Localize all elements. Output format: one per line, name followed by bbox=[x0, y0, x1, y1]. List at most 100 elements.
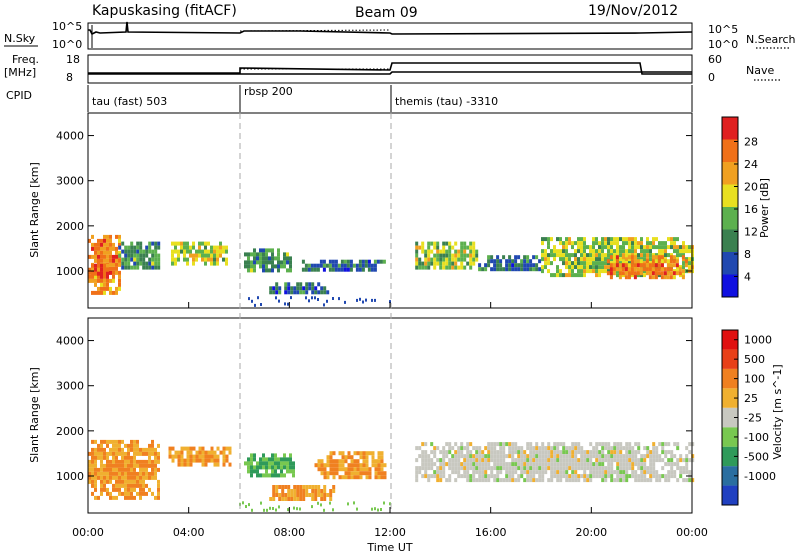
data-cell bbox=[454, 442, 458, 447]
data-cell bbox=[523, 462, 527, 467]
data-cell bbox=[148, 443, 151, 448]
data-cell bbox=[136, 241, 140, 246]
data-cell bbox=[136, 443, 139, 448]
data-cell bbox=[115, 234, 118, 239]
data-cell bbox=[136, 253, 140, 258]
data-cell bbox=[556, 450, 560, 455]
data-cell bbox=[118, 253, 122, 258]
data-cell bbox=[657, 271, 661, 276]
data-cell bbox=[469, 462, 473, 467]
data-cell bbox=[457, 265, 461, 270]
data-cell bbox=[127, 443, 130, 448]
data-cell bbox=[654, 267, 658, 272]
data-cell bbox=[637, 462, 641, 467]
data-cell bbox=[124, 253, 128, 258]
data-cell bbox=[284, 497, 288, 501]
data-cell bbox=[505, 454, 509, 459]
data-cell bbox=[651, 255, 655, 260]
data-cell bbox=[583, 458, 587, 463]
data-cell bbox=[481, 267, 485, 272]
data-cell bbox=[442, 253, 446, 258]
data-cell bbox=[667, 470, 671, 475]
data-cell bbox=[314, 493, 318, 497]
data-cell bbox=[106, 271, 109, 276]
data-cell bbox=[622, 454, 626, 459]
data-cell bbox=[332, 467, 336, 472]
data-cell bbox=[204, 241, 207, 246]
data-cell bbox=[427, 458, 431, 463]
data-cell bbox=[628, 454, 632, 459]
data-cell bbox=[562, 462, 566, 467]
data-cell bbox=[606, 259, 610, 264]
data-cell bbox=[679, 458, 683, 463]
data-cell bbox=[424, 257, 428, 262]
data-cell bbox=[469, 245, 473, 250]
data-cell bbox=[259, 457, 262, 462]
data-cell bbox=[380, 463, 384, 468]
nsky-trace bbox=[88, 21, 693, 36]
data-cell bbox=[571, 265, 574, 270]
data-cell bbox=[207, 454, 211, 459]
data-cell bbox=[97, 274, 100, 279]
data-cell bbox=[304, 263, 308, 268]
data-cell bbox=[499, 478, 503, 483]
data-cell bbox=[484, 267, 488, 272]
data-cell bbox=[637, 478, 641, 483]
data-cell bbox=[142, 257, 146, 262]
data-cell bbox=[649, 458, 653, 463]
data-cell bbox=[651, 259, 655, 264]
data-cell bbox=[469, 458, 473, 463]
data-cell bbox=[556, 269, 559, 274]
data-cell bbox=[115, 266, 118, 271]
data-cell bbox=[649, 261, 652, 266]
data-cell bbox=[94, 475, 97, 480]
data-cell bbox=[371, 507, 373, 511]
data-cell bbox=[616, 478, 620, 483]
data-cell bbox=[454, 249, 458, 254]
data-cell bbox=[371, 451, 375, 456]
data-cell bbox=[130, 459, 133, 464]
data-cell bbox=[583, 478, 587, 483]
data-cell bbox=[256, 465, 259, 470]
data-cell bbox=[154, 265, 158, 270]
data-cell bbox=[304, 267, 308, 272]
data-cell bbox=[514, 478, 518, 483]
data-cell bbox=[365, 475, 369, 480]
data-cell bbox=[580, 462, 584, 467]
data-cell bbox=[649, 241, 652, 246]
data-cell bbox=[244, 252, 247, 257]
data-cell bbox=[377, 463, 381, 468]
data-cell bbox=[625, 474, 629, 479]
data-cell bbox=[577, 241, 580, 246]
data-cell bbox=[415, 265, 419, 270]
data-cell bbox=[201, 450, 205, 455]
data-cell bbox=[655, 478, 659, 483]
data-cell bbox=[157, 483, 160, 488]
data-cell bbox=[103, 234, 106, 239]
data-cell bbox=[91, 491, 94, 496]
data-cell bbox=[610, 478, 614, 483]
data-cell bbox=[490, 267, 494, 272]
data-cell bbox=[457, 446, 461, 451]
data-cell bbox=[210, 245, 213, 250]
data-cell bbox=[679, 253, 682, 258]
data-cell bbox=[630, 259, 634, 264]
data-cell bbox=[290, 493, 294, 497]
data-cell bbox=[660, 267, 664, 272]
data-cell bbox=[244, 461, 247, 466]
data-cell bbox=[493, 450, 497, 455]
data-cell bbox=[139, 451, 142, 456]
data-cell bbox=[115, 258, 118, 263]
data-cell bbox=[559, 466, 563, 471]
data-cell bbox=[346, 267, 350, 272]
data-cell bbox=[359, 471, 363, 476]
x-tick-label: 00:00 bbox=[676, 526, 708, 539]
data-cell bbox=[103, 254, 106, 259]
data-cell bbox=[583, 474, 587, 479]
data-cell bbox=[302, 286, 306, 291]
data-cell bbox=[286, 260, 289, 265]
data-cell bbox=[100, 258, 103, 263]
data-cell bbox=[649, 253, 652, 258]
data-cell bbox=[286, 469, 289, 474]
data-cell bbox=[550, 454, 554, 459]
